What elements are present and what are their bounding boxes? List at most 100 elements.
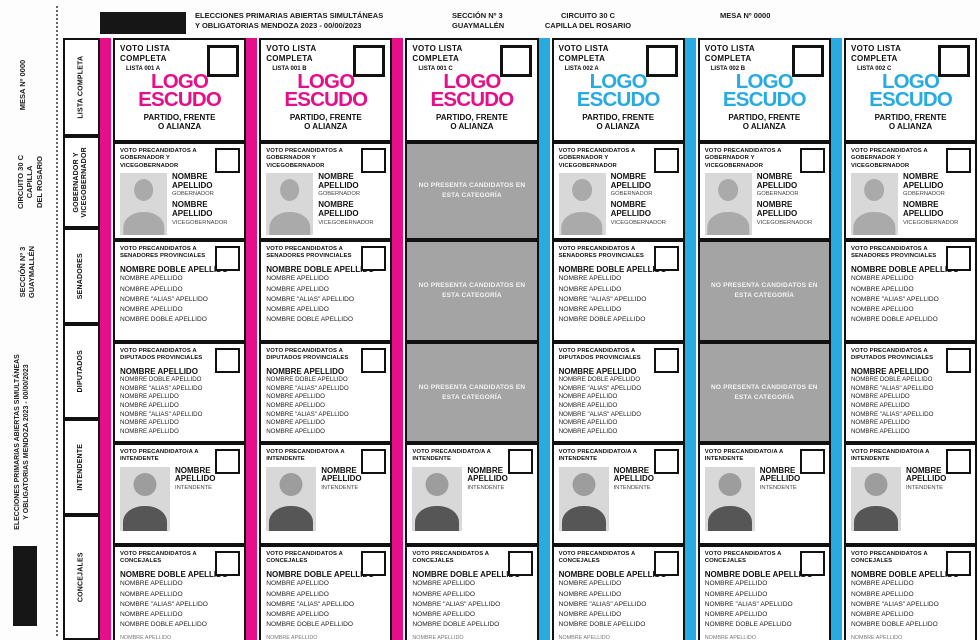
party-name-line: O ALIANZA <box>157 122 202 132</box>
vote-checkbox[interactable] <box>215 348 241 373</box>
ballot-column-cells: VOTO LISTA COMPLETA LISTA 001 A LOGO ESCUDO… <box>113 38 247 640</box>
candidate-name-line: NOMBRE "ALIAS" APELLIDO <box>850 384 934 392</box>
list-head-candidate: NOMBRE DOBLE APELLIDO <box>412 569 521 579</box>
cell-header-line: DIPUTADOS PROVINCIALES <box>850 355 934 362</box>
party-color-stripe <box>684 38 696 640</box>
candidate-photo-placeholder <box>850 173 898 236</box>
cell-header-line: VOTO PRECANDIDATO/A A <box>412 449 491 455</box>
candidate-role: GOBERNADOR <box>172 191 214 198</box>
cell-header-title: VOTO PRECANDIDATOS A DIPUTADOS PROVINCIAL… <box>266 348 385 363</box>
vote-checkbox[interactable] <box>799 551 825 576</box>
vote-checkbox[interactable] <box>653 246 679 271</box>
vote-checkbox[interactable] <box>946 148 972 173</box>
vote-checkbox[interactable] <box>653 148 679 173</box>
category-label: CONCEJALES <box>77 553 85 603</box>
candidate-name-line: NOMBRE APELLIDO <box>558 306 622 313</box>
no-candidates-line: NO PRESENTA CANDIDATOS EN <box>418 282 526 290</box>
candidate-name-list: NOMBRE APELLIDO NOMBRE APELLIDO NOMBRE "AL… <box>412 579 531 630</box>
vote-checkbox[interactable] <box>645 45 678 77</box>
header-elecciones-line2: Y OBLIGATORIAS MENDOZA 2023 - 00/00/2023 <box>195 20 362 30</box>
no-candidates-notice: NO PRESENTA CANDIDATOS EN ESTA CATEGORÍA <box>419 181 526 201</box>
ballot-column-cells: VOTO LISTA COMPLETA LISTA 002 B LOGO ESCUDO… <box>697 38 831 640</box>
vote-checkbox[interactable] <box>946 551 972 576</box>
lista-number: LISTA 002 C <box>856 66 892 72</box>
list-head-candidate: NOMBRE DOBLE APELLIDO <box>558 569 667 579</box>
vote-checkbox[interactable] <box>799 449 825 474</box>
vote-checkbox[interactable] <box>653 348 679 373</box>
voto-lista-completa-label: VOTO LISTA COMPLETA <box>704 44 755 63</box>
substitute-name-line: NOMBRE APELLIDO <box>412 635 464 640</box>
no-candidates-line: ESTA CATEGORÍA <box>442 292 502 299</box>
vote-checkbox[interactable] <box>507 551 533 576</box>
no-candidates-notice: NO PRESENTA CANDIDATOS EN ESTA CATEGORÍA <box>711 281 818 301</box>
vote-checkbox[interactable] <box>653 449 679 474</box>
party-logo-line: ESCUDO <box>576 88 661 112</box>
lista-number: LISTA 001 B <box>272 66 307 72</box>
vote-checkbox[interactable] <box>215 246 241 271</box>
vote-checkbox[interactable] <box>207 45 240 77</box>
cell-header-line: VOTO PRECANDIDATOS A <box>558 348 636 354</box>
vote-checkbox[interactable] <box>499 45 532 77</box>
candidate-role: GOBERNADOR <box>902 191 945 198</box>
candidate-name-line: NOMBRE "ALIAS" APELLIDO <box>558 600 647 608</box>
vote-checkbox[interactable] <box>361 449 387 474</box>
candidate-photo-placeholder <box>120 173 167 236</box>
candidate-photo-placeholder <box>704 466 755 531</box>
vote-checkbox[interactable] <box>946 246 972 271</box>
cell-header-line: VOTO PRECANDIDATO/A A <box>266 449 345 455</box>
vote-checkbox[interactable] <box>215 449 241 474</box>
party-logo: LOGO ESCUDO <box>559 71 678 112</box>
vote-checkbox[interactable] <box>361 551 387 576</box>
vote-checkbox[interactable] <box>353 45 386 77</box>
party-name-line: PARTIDO, FRENTE <box>582 112 655 122</box>
cell-header-title: VOTO PRECANDIDATOS A SENADORES PROVINCIAL… <box>559 246 678 261</box>
header-circuito: CIRCUITO 30 C CAPILLA DEL ROSARIO <box>540 11 636 31</box>
candidate-name-line: NOMBRE "ALIAS" APELLIDO <box>558 410 642 418</box>
vote-checkbox[interactable] <box>938 45 971 77</box>
candidate-name-line: NOMBRE APELLIDO <box>850 393 910 401</box>
candidate-names: NOMBRE APELLIDO GOBERNADOR NOMBRE APELLIDO… <box>611 172 677 230</box>
vote-checkbox[interactable] <box>507 449 533 474</box>
vote-checkbox[interactable] <box>653 551 679 576</box>
candidate-body: NOMBRE APELLIDO INTENDENTE <box>850 466 970 531</box>
candidate-role: VICEGOBERNADOR <box>756 219 813 226</box>
category-label-line: DIPUTADOS <box>77 350 85 393</box>
candidate-name-line: NOMBRE APELLIDO <box>850 306 914 313</box>
candidate-body: NOMBRE APELLIDO INTENDENTE <box>412 466 531 531</box>
vote-checkbox[interactable] <box>215 551 241 576</box>
vote-checkbox[interactable] <box>215 148 241 173</box>
candidate-name-line: NOMBRE "ALIAS" APELLIDO <box>120 295 208 303</box>
vote-checkbox[interactable] <box>361 246 387 271</box>
ballot-column: VOTO LISTA COMPLETA LISTA 002 A LOGO ESCUDO… <box>538 38 685 640</box>
candidate-name-line: NOMBRE APELLIDO <box>266 275 329 283</box>
vote-checkbox[interactable] <box>799 148 825 173</box>
candidate-name-line: NOMBRE DOBLE APELLIDO <box>266 316 354 324</box>
diputados-cell: VOTO PRECANDIDATOS A DIPUTADOS PROVINCIAL… <box>843 342 978 443</box>
candidate-name-line: NOMBRE DOBLE APELLIDO <box>266 621 354 629</box>
vote-checkbox[interactable] <box>361 348 387 373</box>
cell-header-title: VOTO PRECANDIDATOS A GOBERNADOR Y VICEGOB… <box>705 148 824 170</box>
senadores-cell: NO PRESENTA CANDIDATOS EN ESTA CATEGORÍA <box>405 240 539 342</box>
cell-header-title: VOTO PRECANDIDATOS A CONCEJALES <box>412 551 531 566</box>
substitute-name-line: NOMBRE APELLIDO <box>558 635 610 640</box>
candidate-name: NOMBRE APELLIDO <box>613 465 655 484</box>
vote-checkbox[interactable] <box>361 148 387 173</box>
vote-checkbox[interactable] <box>946 348 972 373</box>
cell-header-title: VOTO PRECANDIDATOS A SENADORES PROVINCIAL… <box>120 246 239 261</box>
gobernador-cell: VOTO PRECANDIDATOS A GOBERNADOR Y VICEGOB… <box>843 142 978 240</box>
candidate-name-line: NOMBRE APELLIDO <box>558 611 622 618</box>
party-name: PARTIDO, FRENTE O ALIANZA <box>559 113 678 131</box>
intendente-cell: VOTO PRECANDIDATO/A A INTENDENTE NOMBRE AP… <box>259 443 393 545</box>
cell-header-line: GOBERNADOR Y VICEGOBERNADOR <box>558 155 617 169</box>
lista-number: LISTA 001 C <box>418 66 453 72</box>
candidate-name-line: NOMBRE APELLIDO <box>120 590 183 598</box>
candidate-name-list: NOMBRE APELLIDO NOMBRE APELLIDO NOMBRE "AL… <box>851 274 970 325</box>
candidate-name-list: NOMBRE DOBLE APELLIDO NOMBRE "ALIAS" APEL… <box>851 376 970 436</box>
cell-header-title: VOTO PRECANDIDATOS A GOBERNADOR Y VICEGOB… <box>559 148 678 170</box>
vote-checkbox[interactable] <box>791 45 824 77</box>
vote-checkbox[interactable] <box>946 449 972 474</box>
cell-header-title: VOTO PRECANDIDATOS A CONCEJALES <box>266 551 385 566</box>
candidate-name-line: NOMBRE DOBLE APELLIDO <box>558 621 646 629</box>
